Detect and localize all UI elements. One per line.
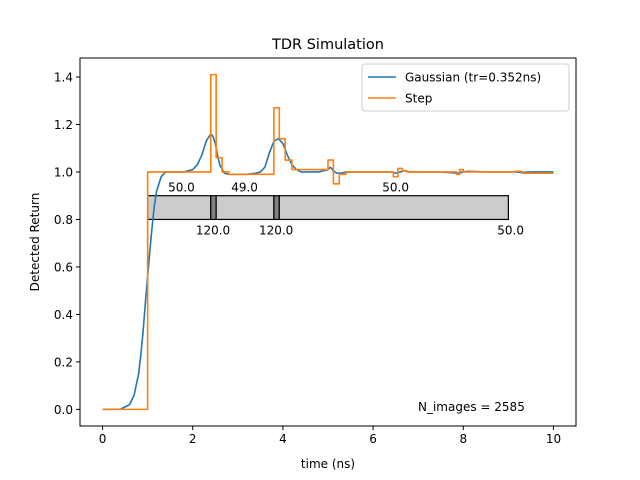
- x-axis-label: time (ns): [301, 457, 355, 471]
- n-images-annotation: N_images = 2585: [418, 400, 525, 414]
- impedance-segment-1: [210, 195, 217, 221]
- series-line-1: [102, 73, 554, 411]
- series-line-0: [102, 133, 554, 411]
- y-tick-label-5: 1.0: [54, 165, 73, 179]
- legend-label-gaussian: Gaussian (tr=0.352ns): [405, 71, 541, 85]
- legend-label-step: Step: [405, 92, 432, 106]
- x-tick-label-5: 10: [546, 432, 561, 446]
- chart-title: TDR Simulation: [271, 37, 384, 53]
- y-tick-label-3: 0.6: [54, 260, 73, 274]
- y-tick-label-0: 0.0: [54, 403, 73, 417]
- impedance-label-top-0: 50.0: [168, 181, 195, 195]
- x-tick-label-2: 4: [279, 432, 287, 446]
- legend: Gaussian (tr=0.352ns) Step: [361, 63, 570, 112]
- impedance-segment-2: [215, 195, 275, 221]
- impedance-label-bottom-2: 50.0: [497, 223, 524, 237]
- impedance-segment-4: [278, 195, 509, 221]
- axes-frame: [79, 57, 577, 427]
- impedance-label-top-2: 50.0: [382, 181, 409, 195]
- axes: 0 2 4 6 8 10 0.0 0.2 0.4 0.6 0.8 1.0 1.2 1.4: [54, 57, 577, 446]
- x-tick-label-3: 6: [369, 432, 377, 446]
- y-tick-label-4: 0.8: [54, 213, 73, 227]
- y-tick-label-1: 0.2: [54, 355, 73, 369]
- impedance-label-bottom-0: 120.0: [196, 223, 230, 237]
- y-axis-label: Detected Return: [28, 193, 42, 292]
- impedance-segment-3: [273, 195, 280, 221]
- series-layer: [102, 73, 554, 411]
- impedance-label-bottom-1: 120.0: [259, 223, 293, 237]
- x-tick-label-4: 8: [459, 432, 467, 446]
- impedance-diagram: 50.0 49.0 50.0 120.0 120.0 50.0: [147, 181, 524, 237]
- y-tick-label-2: 0.4: [54, 308, 73, 322]
- legend-frame: [361, 63, 570, 112]
- y-tick-label-6: 1.2: [54, 118, 73, 132]
- y-tick-label-7: 1.4: [54, 70, 73, 84]
- x-tick-label-0: 0: [99, 432, 107, 446]
- x-tick-label-1: 2: [189, 432, 197, 446]
- impedance-segment-0: [147, 195, 212, 221]
- impedance-label-top-1: 49.0: [231, 181, 258, 195]
